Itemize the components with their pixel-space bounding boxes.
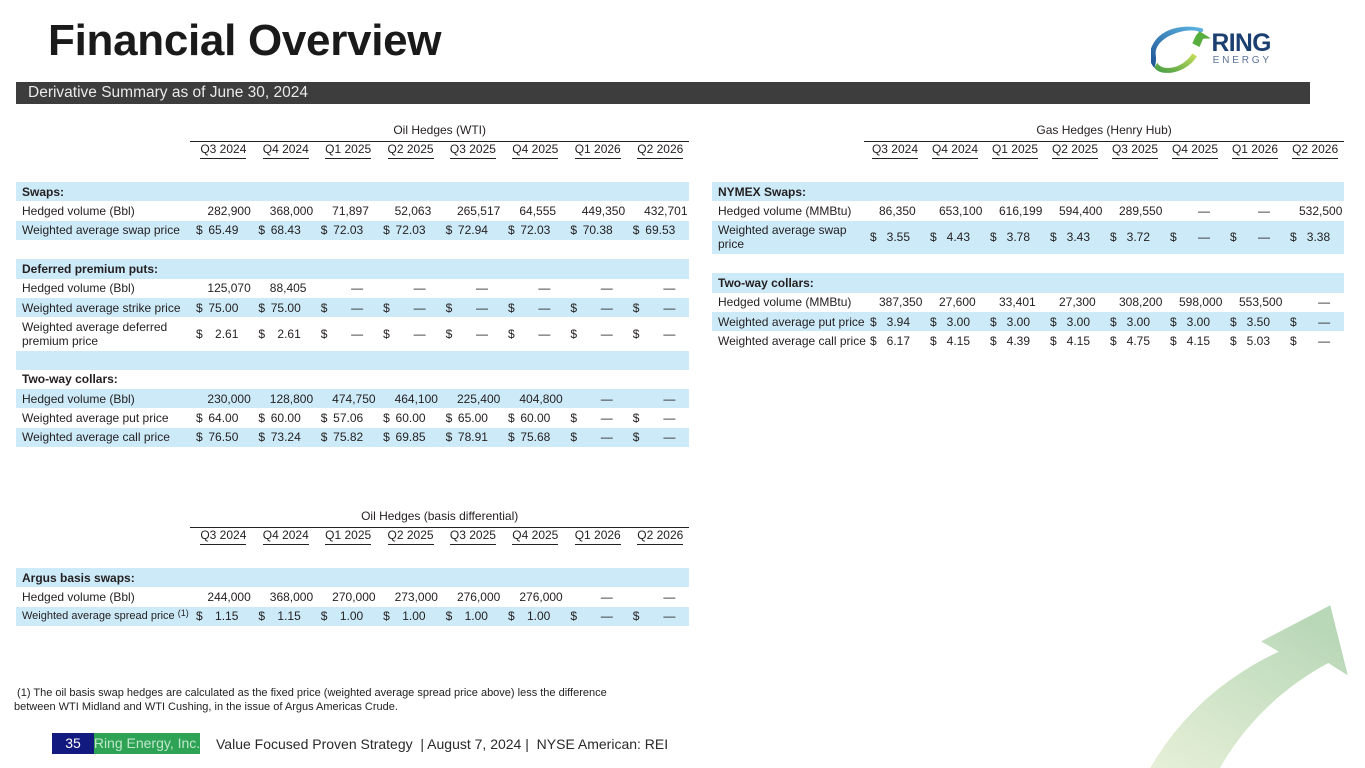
svg-text:RING: RING: [1211, 30, 1270, 57]
svg-text:ENERGY: ENERGY: [1213, 55, 1272, 66]
